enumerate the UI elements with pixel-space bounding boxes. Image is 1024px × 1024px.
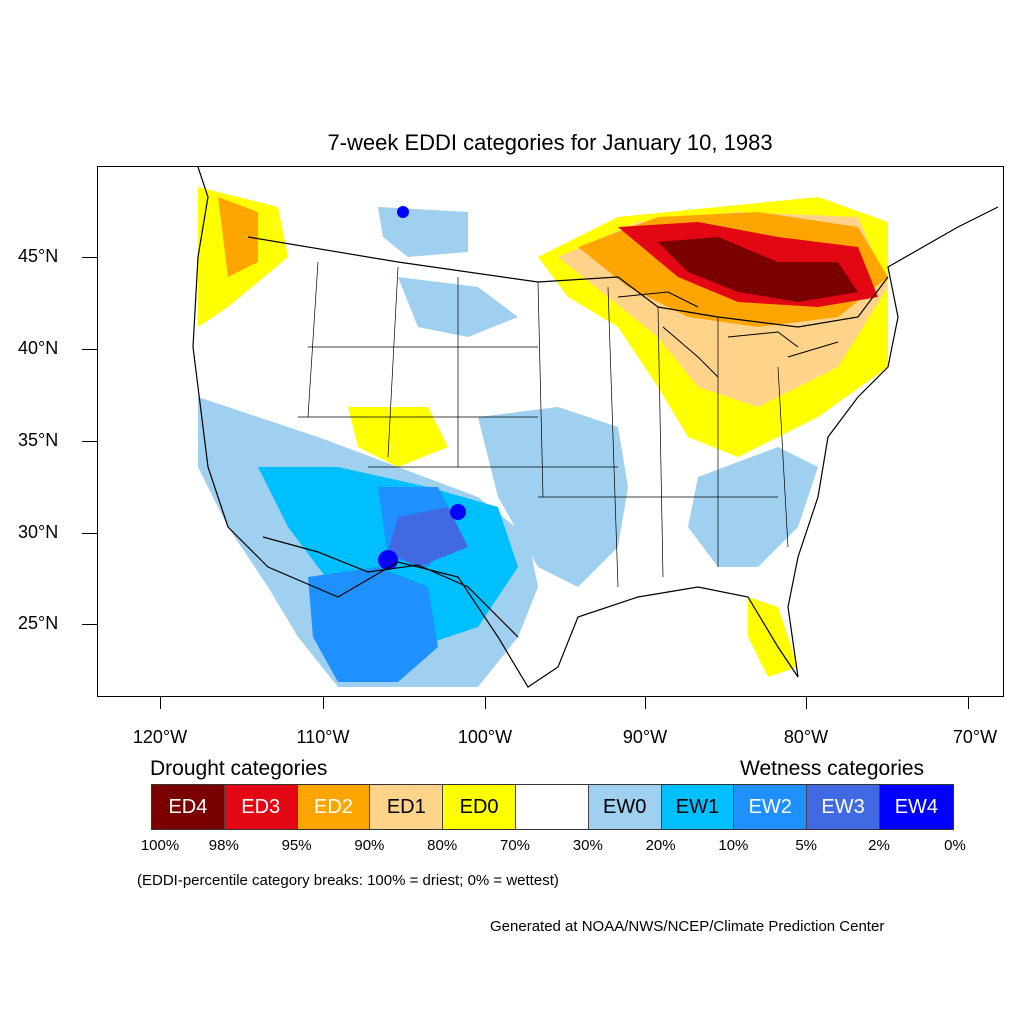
lon-label: 120°W [132, 727, 188, 747]
lat-tick [82, 349, 97, 350]
lat-tick [82, 624, 97, 625]
legend-cell-ed1: ED1 [370, 785, 444, 829]
credit-text: Generated at NOAA/NWS/NCEP/Climate Predi… [490, 918, 885, 935]
legend-cell-ed0: ED0 [443, 785, 516, 829]
lon-label: 100°W [457, 727, 513, 747]
lon-label: 70°W [952, 727, 998, 747]
legend-break-label: 90% [354, 837, 385, 854]
drought-legend-title: Drought categories [150, 757, 328, 780]
legend-cell-ew2: EW2 [734, 785, 808, 829]
legend-cell-ed2: ED2 [297, 785, 371, 829]
ew3-region [388, 507, 468, 567]
lon-tick [485, 697, 486, 709]
ed2-region-pnw [218, 197, 258, 277]
ew4-spot-2 [450, 504, 466, 520]
legend-break-label: 30% [572, 837, 603, 854]
map-title: 7-week EDDI categories for January 10, 1… [327, 130, 773, 155]
legend-cell-neutral [515, 785, 589, 829]
lon-tick [323, 697, 324, 709]
legend-break-label: 98% [208, 837, 239, 854]
ew0-region-north [378, 207, 468, 257]
lon-tick [160, 697, 161, 709]
boundaries [192, 167, 999, 688]
legend-break-label: 70% [499, 837, 531, 854]
lat-tick [82, 257, 97, 258]
legend-cell-ew3: EW3 [807, 785, 880, 829]
lat-label: 25°N [18, 613, 59, 633]
legend-colorbar: ED4 ED3 ED2 ED1 ED0 EW0 EW1 EW2 EW3 EW4 [151, 784, 954, 830]
legend-cell-ed4: ED4 [152, 785, 225, 829]
state-lines [298, 261, 789, 588]
category-note: (EDDI-percentile category breaks: 100% =… [137, 872, 559, 889]
legend-cell-ew4: EW4 [879, 785, 953, 829]
eddi-map [192, 167, 999, 688]
ed4-region [658, 237, 858, 302]
lat-label: 35°N [18, 430, 59, 450]
legend-break-label: 100% [140, 837, 180, 854]
mexico-border [262, 536, 519, 638]
lat-label: 30°N [18, 522, 59, 542]
legend-break-label: 2% [868, 837, 890, 854]
legend-cell-ew0: EW0 [588, 785, 662, 829]
lon-tick [645, 697, 646, 709]
legend-cell-ed3: ED3 [224, 785, 298, 829]
great-lakes [617, 291, 839, 378]
legend-break-label: 80% [427, 837, 458, 854]
us-outline [192, 167, 999, 688]
ew4-spot [378, 550, 398, 570]
lon-label: 110°W [296, 727, 350, 747]
lat-tick [82, 441, 97, 442]
lat-label: 45°N [18, 246, 59, 266]
map-shading [198, 187, 888, 687]
legend-break-label: 0% [944, 837, 966, 854]
map-panel [97, 166, 1004, 697]
legend-break-label: 10% [718, 837, 749, 854]
lon-label: 80°W [783, 727, 829, 747]
ew4-spot-3 [397, 206, 409, 218]
lat-tick [82, 533, 97, 534]
ew0-region-southeast [688, 447, 818, 567]
legend-break-label: 95% [281, 837, 312, 854]
legend-break-label: 20% [645, 837, 676, 854]
lon-tick [968, 697, 969, 709]
legend-cell-ew1: EW1 [661, 785, 735, 829]
lon-label: 90°W [622, 727, 668, 747]
ed0-region-colorado [348, 407, 448, 467]
lon-tick [806, 697, 807, 709]
wetness-legend-title: Wetness categories [740, 757, 925, 780]
legend-break-label: 5% [795, 837, 818, 854]
lat-label: 40°N [18, 338, 59, 358]
